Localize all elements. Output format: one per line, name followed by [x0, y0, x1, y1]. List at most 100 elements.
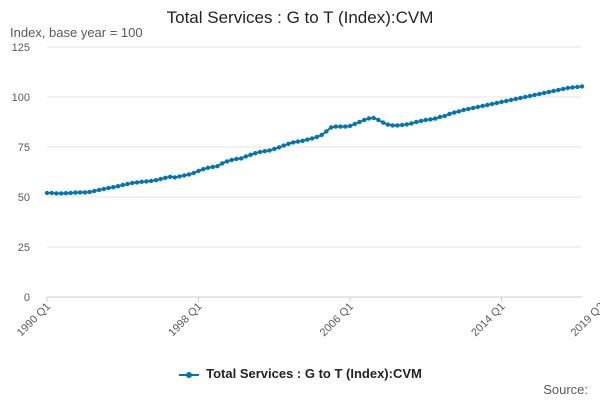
data-point[interactable] [466, 106, 471, 112]
data-point[interactable] [125, 181, 130, 187]
data-point[interactable] [290, 140, 296, 145]
data-point[interactable] [433, 116, 438, 121]
data-point[interactable] [537, 91, 542, 97]
data-point[interactable] [92, 188, 97, 194]
series-total-services[interactable] [44, 84, 585, 196]
data-point[interactable] [556, 87, 561, 93]
data-point[interactable] [366, 116, 372, 121]
data-point[interactable] [532, 92, 537, 98]
data-point[interactable] [63, 191, 69, 196]
data-point[interactable] [347, 123, 353, 129]
data-point[interactable] [385, 122, 391, 127]
data-point[interactable] [215, 164, 220, 169]
data-point[interactable] [82, 190, 88, 195]
data-point[interactable] [49, 190, 54, 196]
data-point[interactable] [470, 105, 476, 111]
data-point[interactable] [73, 190, 78, 195]
data-point[interactable] [210, 164, 215, 170]
data-point[interactable] [219, 161, 225, 166]
data-point[interactable] [267, 148, 272, 153]
data-point[interactable] [414, 119, 419, 125]
data-point[interactable] [276, 145, 282, 150]
data-point[interactable] [570, 85, 575, 90]
data-point[interactable] [253, 151, 258, 156]
data-point[interactable] [177, 174, 182, 179]
data-point[interactable] [139, 179, 144, 184]
data-point[interactable] [352, 121, 357, 127]
data-point[interactable] [44, 190, 50, 196]
data-point[interactable] [475, 104, 481, 110]
data-point[interactable] [418, 118, 424, 124]
data-point[interactable] [409, 121, 414, 126]
data-point[interactable] [229, 157, 234, 163]
data-point[interactable] [234, 156, 239, 162]
data-point[interactable] [376, 117, 381, 123]
data-point[interactable] [328, 125, 334, 130]
data-point[interactable] [163, 175, 168, 180]
data-point[interactable] [295, 139, 301, 144]
data-point[interactable] [153, 178, 159, 183]
data-point[interactable] [101, 186, 107, 192]
data-point[interactable] [205, 165, 211, 170]
data-point[interactable] [148, 178, 154, 184]
data-point[interactable] [371, 115, 376, 121]
data-point[interactable] [451, 110, 457, 115]
data-point[interactable] [120, 182, 125, 188]
data-point[interactable] [579, 84, 585, 89]
data-point[interactable] [551, 88, 556, 94]
data-point[interactable] [565, 85, 570, 91]
data-point[interactable] [399, 122, 405, 128]
data-point[interactable] [224, 159, 230, 164]
data-point[interactable] [182, 173, 187, 178]
data-point[interactable] [172, 175, 178, 180]
data-point[interactable] [513, 96, 518, 102]
data-point[interactable] [437, 114, 443, 120]
data-point[interactable] [362, 117, 367, 123]
legend[interactable]: Total Services : G to T (Index):CVM [0, 366, 600, 381]
data-point[interactable] [522, 94, 528, 100]
data-point[interactable] [87, 189, 92, 195]
data-point[interactable] [59, 191, 64, 196]
data-point[interactable] [423, 117, 428, 123]
data-point[interactable] [380, 120, 386, 125]
data-point[interactable] [257, 149, 263, 155]
data-point[interactable] [338, 124, 343, 129]
data-point[interactable] [281, 143, 286, 148]
data-point[interactable] [499, 99, 504, 105]
data-point[interactable] [96, 187, 102, 193]
data-point[interactable] [115, 184, 121, 189]
data-point[interactable] [305, 137, 310, 142]
data-point[interactable] [485, 102, 490, 108]
data-point[interactable] [262, 149, 267, 154]
data-point[interactable] [314, 134, 320, 140]
data-point[interactable] [238, 156, 244, 161]
data-point[interactable] [428, 117, 433, 122]
data-point[interactable] [54, 191, 59, 196]
data-point[interactable] [300, 138, 305, 143]
data-point[interactable] [196, 168, 201, 174]
data-point[interactable] [357, 119, 362, 125]
data-point[interactable] [480, 103, 485, 109]
data-point[interactable] [494, 100, 499, 106]
data-point[interactable] [489, 101, 495, 107]
data-point[interactable] [201, 167, 206, 172]
data-point[interactable] [144, 179, 149, 184]
data-point[interactable] [286, 141, 291, 146]
data-point[interactable] [68, 190, 73, 196]
data-point[interactable] [106, 185, 111, 191]
data-point[interactable] [546, 89, 552, 95]
data-point[interactable] [319, 132, 324, 138]
data-point[interactable] [504, 98, 509, 104]
data-point[interactable] [272, 146, 277, 152]
data-point[interactable] [518, 95, 523, 101]
data-point[interactable] [541, 90, 547, 96]
data-point[interactable] [343, 124, 348, 129]
data-point[interactable] [324, 129, 329, 134]
data-point[interactable] [167, 174, 173, 179]
data-point[interactable] [560, 86, 566, 92]
data-point[interactable] [158, 176, 163, 182]
data-point[interactable] [508, 97, 514, 103]
data-point[interactable] [333, 124, 339, 129]
data-point[interactable] [461, 107, 466, 113]
data-point[interactable] [456, 109, 462, 114]
